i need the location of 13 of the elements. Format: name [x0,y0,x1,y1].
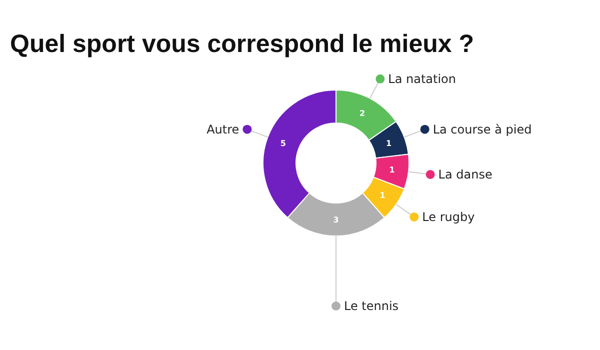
chart-title: Quel sport vous correspond le mieux ? [10,30,474,58]
legend-label: La natation [388,72,456,86]
legend-label: Le tennis [344,299,399,314]
legend-label: La danse [438,168,492,182]
data-label: 1 [389,166,396,175]
slice-label: Autre [206,122,240,137]
data-label: 1 [386,138,392,148]
data-label: 2 [359,108,366,118]
legend-label: Le rugby [422,210,475,224]
data-label: 1 [380,190,386,200]
data-label: 3 [333,215,339,224]
legend-label: La course à pied [432,122,532,137]
data-label: 5 [280,138,286,148]
